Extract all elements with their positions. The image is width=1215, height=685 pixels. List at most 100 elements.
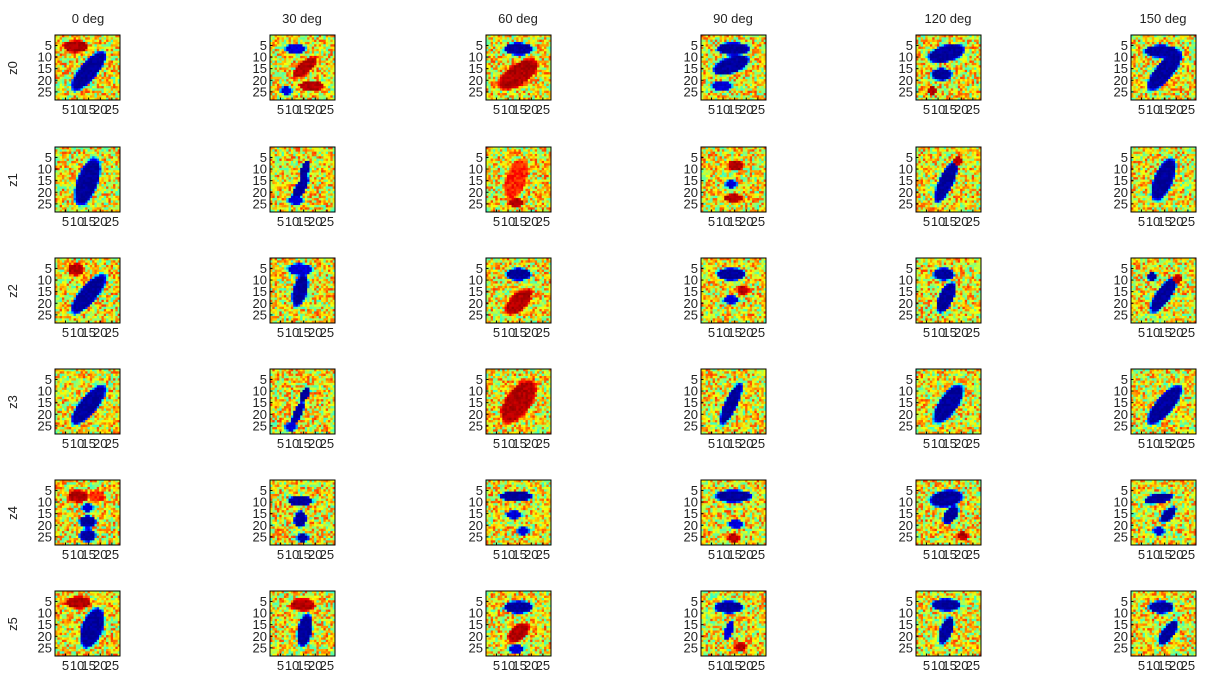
heatmap-cell xyxy=(78,93,81,96)
heatmap-cell xyxy=(60,70,63,73)
heatmap-cell xyxy=(74,37,77,40)
heatmap-cell xyxy=(108,77,111,80)
heatmap-cell xyxy=(81,51,84,54)
heatmap-cell xyxy=(113,40,116,43)
heatmap-cell xyxy=(305,47,308,50)
heatmap-cell xyxy=(92,61,95,64)
heatmap-cell xyxy=(67,77,70,80)
heatmap-cell xyxy=(90,68,93,71)
heatmap-cell xyxy=(57,49,60,52)
heatmap-cell xyxy=(108,81,111,84)
heatmap-cell xyxy=(57,93,60,96)
heatmap-cell xyxy=(76,40,79,43)
heatmap-cell xyxy=(99,44,102,47)
heatmap-cell xyxy=(328,47,331,50)
heatmap-cell xyxy=(62,81,65,84)
heatmap-cell xyxy=(115,44,118,47)
heatmap-cell xyxy=(115,72,118,75)
heatmap-cell xyxy=(83,86,86,89)
heatmap-cell xyxy=(94,88,97,91)
heatmap-cell xyxy=(99,88,102,91)
heatmap-cell xyxy=(296,44,299,47)
heatmap-cell xyxy=(74,72,77,75)
heatmap-cell xyxy=(328,40,331,43)
heatmap-cell xyxy=(97,77,100,80)
heatmap-cell xyxy=(88,68,91,71)
heatmap-cell xyxy=(106,42,109,45)
heatmap-cell xyxy=(108,63,111,66)
heatmap-cell xyxy=(326,40,329,43)
heatmap-cell xyxy=(113,77,116,80)
heatmap-cell xyxy=(69,68,72,71)
heatmap-cell xyxy=(85,58,88,61)
heatmap-cell xyxy=(111,72,114,75)
heatmap-cell xyxy=(83,91,86,94)
heatmap-cell xyxy=(312,42,315,45)
heatmap-cell xyxy=(69,77,72,80)
heatmap-panel: 5101520255 10152025 xyxy=(38,35,121,117)
heatmap-cell xyxy=(78,42,81,45)
heatmap-cell xyxy=(111,63,114,66)
heatmap-cell xyxy=(60,51,63,54)
heatmap-cell xyxy=(104,47,107,50)
heatmap-cell xyxy=(319,47,322,50)
heatmap-cell xyxy=(67,58,70,61)
heatmap-cell xyxy=(67,93,70,96)
heatmap-cell xyxy=(67,95,70,98)
heatmap-cell xyxy=(108,70,111,73)
heatmap-cell xyxy=(78,77,81,80)
heatmap-cell xyxy=(111,65,114,68)
heatmap-cell xyxy=(111,54,114,57)
heatmap-cell xyxy=(330,40,333,43)
heatmap-cell xyxy=(277,37,280,40)
heatmap-cell xyxy=(62,70,65,73)
heatmap-cell xyxy=(284,47,287,50)
heatmap-cell xyxy=(60,95,63,98)
heatmap-cell xyxy=(60,65,63,68)
heatmap-cell xyxy=(64,61,67,64)
heatmap-cell xyxy=(277,49,280,52)
heatmap-cell xyxy=(106,91,109,94)
heatmap-cell xyxy=(88,91,91,94)
heatmap-cell xyxy=(99,54,102,57)
heatmap-cell xyxy=(282,44,285,47)
heatmap-cell xyxy=(296,47,299,50)
heatmap-cell xyxy=(62,58,65,61)
heatmap-cell xyxy=(104,37,107,40)
heatmap-cell xyxy=(101,86,104,89)
heatmap-cell xyxy=(97,58,100,61)
heatmap-cell xyxy=(101,63,104,66)
heatmap-cell xyxy=(115,84,118,87)
heatmap-cell xyxy=(272,37,275,40)
heatmap-cell xyxy=(106,88,109,91)
heatmap-cell xyxy=(282,47,285,50)
heatmap-cell xyxy=(92,47,95,50)
column-title: 0 deg xyxy=(72,11,105,26)
heatmap-cell xyxy=(113,49,116,52)
heatmap-cell xyxy=(67,40,70,43)
heatmap-cell xyxy=(111,61,114,64)
heatmap-cell xyxy=(293,42,296,45)
heatmap-cell xyxy=(94,49,97,52)
heatmap-cell xyxy=(85,84,88,87)
heatmap-cell xyxy=(88,40,91,43)
heatmap-cell xyxy=(69,51,72,54)
heatmap-cell xyxy=(60,77,63,80)
heatmap-cell xyxy=(97,79,100,82)
heatmap-cell xyxy=(90,86,93,89)
heatmap-cell xyxy=(104,58,107,61)
heatmap-cell xyxy=(64,93,67,96)
heatmap-cell xyxy=(97,51,100,54)
heatmap-cell xyxy=(104,81,107,84)
heatmap-cell xyxy=(81,70,84,73)
heatmap-cell xyxy=(90,54,93,57)
heatmap-cell xyxy=(113,65,116,68)
heatmap-cell xyxy=(101,65,104,68)
heatmap-cell xyxy=(78,56,81,59)
heatmap-cell xyxy=(115,47,118,50)
heatmap-cell xyxy=(83,70,86,73)
heatmap-cell xyxy=(90,84,93,87)
heatmap-cell xyxy=(104,40,107,43)
heatmap-cell xyxy=(113,37,116,40)
heatmap-cell xyxy=(81,93,84,96)
